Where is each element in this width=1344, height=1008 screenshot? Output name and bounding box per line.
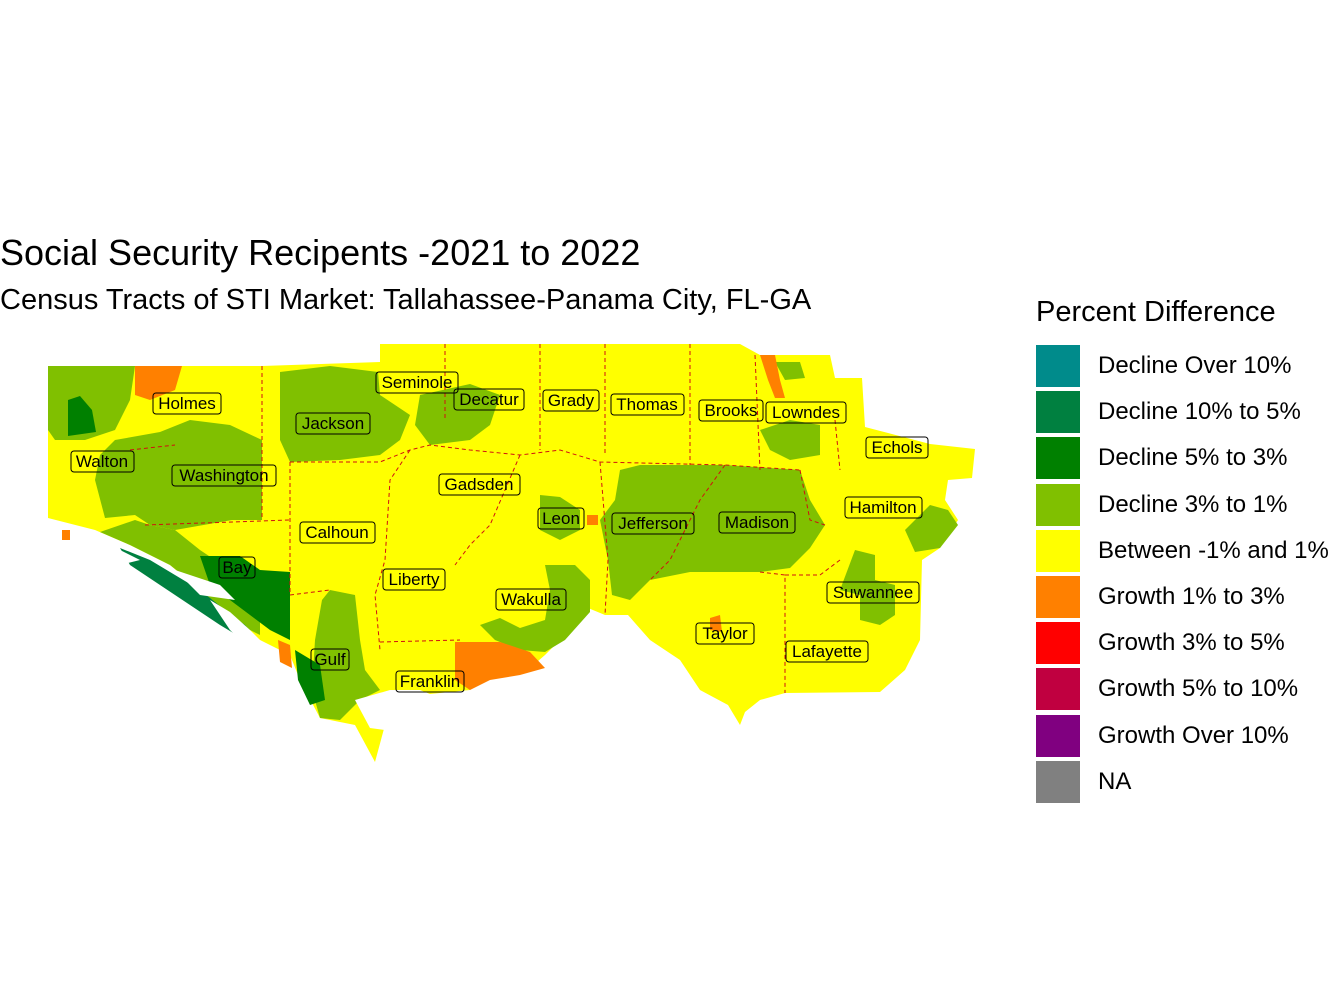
county-label-leon: Leon bbox=[537, 507, 585, 530]
county-label-taylor: Taylor bbox=[695, 622, 755, 645]
decline-5-to-3-areas bbox=[68, 396, 325, 705]
choropleth-map: Holmes Jackson Seminole Decatur Grady Th… bbox=[48, 344, 975, 762]
svg-text:Madison: Madison bbox=[725, 513, 789, 532]
svg-text:Washington: Washington bbox=[179, 466, 268, 485]
legend-label: NA bbox=[1098, 767, 1132, 795]
county-label-franklin: Franklin bbox=[395, 670, 465, 693]
svg-text:Jackson: Jackson bbox=[302, 414, 364, 433]
svg-text:Wakulla: Wakulla bbox=[501, 590, 561, 609]
svg-text:Leon: Leon bbox=[542, 509, 580, 528]
county-label-washington: Washington bbox=[171, 464, 277, 487]
legend-label: Decline Over 10% bbox=[1098, 352, 1292, 380]
legend-swatch bbox=[1036, 714, 1080, 757]
svg-text:Brooks: Brooks bbox=[705, 401, 758, 420]
legend-item: Growth 3% to 5% bbox=[1036, 620, 1329, 666]
county-label-calhoun: Calhoun bbox=[299, 521, 376, 544]
legend: Percent Difference Decline Over 10% Decli… bbox=[1036, 296, 1329, 805]
svg-text:Jefferson: Jefferson bbox=[618, 514, 688, 533]
county-label-liberty: Liberty bbox=[382, 568, 446, 591]
svg-text:Decatur: Decatur bbox=[459, 390, 519, 409]
svg-text:Calhoun: Calhoun bbox=[305, 523, 368, 542]
county-label-wakulla: Wakulla bbox=[495, 588, 567, 611]
county-labels: Holmes Jackson Seminole Decatur Grady Th… bbox=[70, 371, 929, 693]
county-label-suwannee: Suwannee bbox=[826, 581, 920, 604]
legend-label: Between -1% and 1% bbox=[1098, 536, 1329, 564]
svg-text:Franklin: Franklin bbox=[400, 672, 460, 691]
legend-item: Growth Over 10% bbox=[1036, 713, 1329, 759]
legend-item: Decline 5% to 3% bbox=[1036, 435, 1329, 481]
market-region bbox=[48, 344, 975, 762]
svg-text:Seminole: Seminole bbox=[382, 373, 453, 392]
svg-text:Taylor: Taylor bbox=[702, 624, 748, 643]
legend-label: Growth 3% to 5% bbox=[1098, 629, 1285, 657]
svg-text:Lafayette: Lafayette bbox=[792, 642, 862, 661]
county-label-lowndes: Lowndes bbox=[765, 401, 847, 424]
legend-swatch bbox=[1036, 437, 1080, 480]
legend-swatch bbox=[1036, 345, 1080, 388]
svg-text:Suwannee: Suwannee bbox=[833, 583, 913, 602]
county-label-seminole: Seminole bbox=[375, 371, 459, 394]
legend-label: Decline 3% to 1% bbox=[1098, 490, 1288, 518]
legend-item: Decline Over 10% bbox=[1036, 343, 1329, 389]
legend-item: Growth 1% to 3% bbox=[1036, 574, 1329, 620]
legend-swatch bbox=[1036, 483, 1080, 526]
legend-swatch bbox=[1036, 576, 1080, 619]
legend-item: NA bbox=[1036, 759, 1329, 805]
legend-swatch bbox=[1036, 529, 1080, 572]
water-areas bbox=[60, 540, 520, 732]
county-label-brooks: Brooks bbox=[698, 399, 764, 422]
legend-label: Decline 10% to 5% bbox=[1098, 398, 1301, 426]
county-label-echols: Echols bbox=[865, 436, 929, 459]
legend-title: Percent Difference bbox=[1036, 296, 1276, 328]
legend-swatch bbox=[1036, 668, 1080, 711]
svg-text:Gadsden: Gadsden bbox=[445, 475, 514, 494]
legend-item: Decline 3% to 1% bbox=[1036, 482, 1329, 528]
legend-label: Decline 5% to 3% bbox=[1098, 444, 1288, 472]
legend-swatch bbox=[1036, 391, 1080, 434]
svg-text:Thomas: Thomas bbox=[616, 395, 677, 414]
county-label-jackson: Jackson bbox=[295, 412, 371, 435]
county-label-grady: Grady bbox=[542, 389, 600, 412]
county-label-gulf: Gulf bbox=[310, 648, 350, 671]
svg-text:Gulf: Gulf bbox=[314, 650, 345, 669]
legend-label: Growth 5% to 10% bbox=[1098, 675, 1299, 703]
legend-item: Between -1% and 1% bbox=[1036, 528, 1329, 574]
svg-text:Liberty: Liberty bbox=[388, 570, 440, 589]
legend-item: Decline 10% to 5% bbox=[1036, 389, 1329, 435]
county-label-jefferson: Jefferson bbox=[611, 512, 695, 535]
county-label-thomas: Thomas bbox=[610, 393, 685, 416]
legend-items: Decline Over 10% Decline 10% to 5% Decline… bbox=[1036, 343, 1329, 805]
county-label-hamilton: Hamilton bbox=[844, 496, 923, 519]
county-label-holmes: Holmes bbox=[152, 392, 222, 415]
county-label-lafayette: Lafayette bbox=[785, 640, 869, 663]
county-boundaries bbox=[129, 344, 841, 693]
map-subtitle: Census Tracts of STI Market: Tallahassee… bbox=[0, 284, 812, 316]
county-label-decatur: Decatur bbox=[453, 388, 525, 411]
growth-1-to-3-areas bbox=[62, 355, 785, 690]
county-label-madison: Madison bbox=[718, 511, 796, 534]
svg-text:Echols: Echols bbox=[871, 438, 922, 457]
county-label-walton: Walton bbox=[70, 450, 135, 473]
legend-label: Growth 1% to 3% bbox=[1098, 583, 1285, 611]
svg-text:Grady: Grady bbox=[548, 391, 595, 410]
svg-text:Holmes: Holmes bbox=[158, 394, 216, 413]
legend-swatch bbox=[1036, 760, 1080, 803]
svg-text:Bay: Bay bbox=[222, 558, 252, 577]
legend-item: Growth 5% to 10% bbox=[1036, 666, 1329, 712]
legend-label: Growth Over 10% bbox=[1098, 721, 1289, 749]
svg-text:Walton: Walton bbox=[76, 452, 128, 471]
decline-3-to-1-areas bbox=[48, 362, 958, 720]
svg-text:Hamilton: Hamilton bbox=[849, 498, 916, 517]
county-label-gadsden: Gadsden bbox=[438, 473, 521, 496]
svg-text:Lowndes: Lowndes bbox=[772, 403, 840, 422]
map-title: Social Security Recipents -2021 to 2022 bbox=[0, 232, 641, 273]
county-label-bay: Bay bbox=[218, 556, 256, 579]
legend-swatch bbox=[1036, 622, 1080, 665]
